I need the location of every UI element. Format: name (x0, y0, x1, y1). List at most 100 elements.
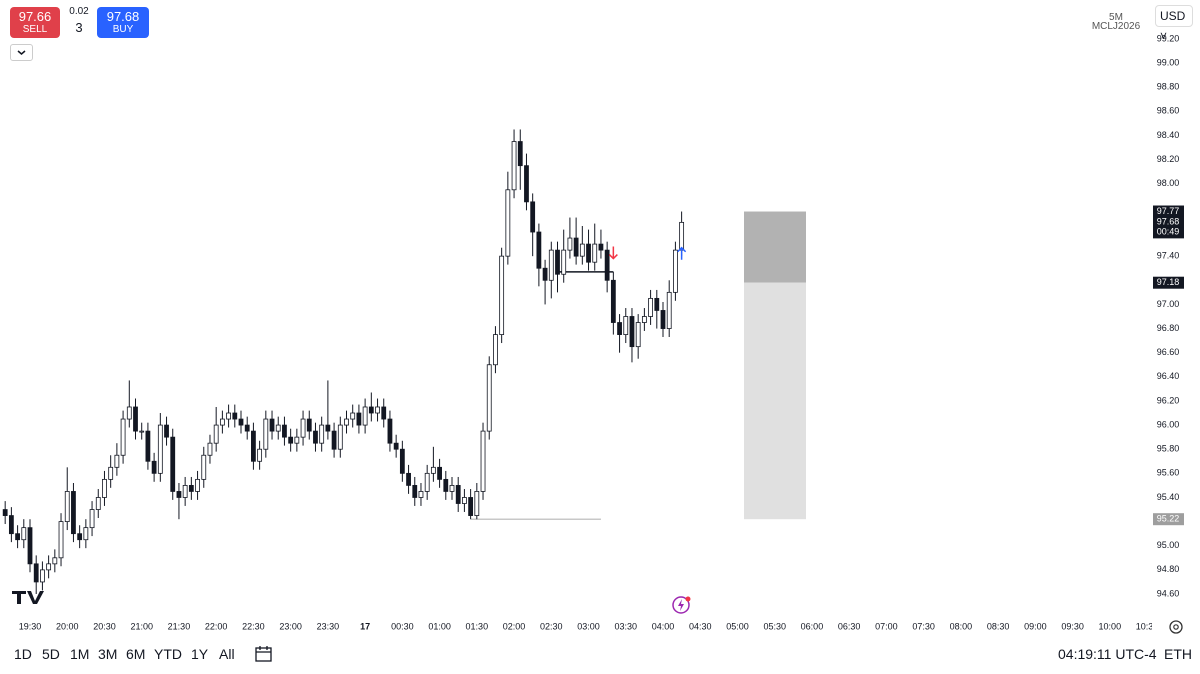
candle-body (567, 237, 573, 251)
currency-button[interactable]: USD ˅ (1155, 5, 1193, 43)
y-tick-label: 95.00 (1157, 540, 1180, 550)
candle-body (207, 442, 213, 456)
range-button[interactable]: 5D (42, 646, 60, 662)
candle-body (648, 297, 653, 317)
candle-body (157, 424, 163, 474)
sell-price: 97.66 (18, 9, 52, 24)
x-tick-label: 20:30 (93, 621, 116, 631)
x-tick-label: 04:30 (689, 621, 712, 631)
candle-body (102, 478, 107, 498)
x-axis: 19:30 20:00 20:30 21:00 21:30 22:00 22:30 23:00… (19, 615, 1159, 631)
x-tick-label: 23:00 (279, 621, 302, 631)
candle-body (524, 165, 529, 203)
range-button[interactable]: 1Y (191, 646, 209, 662)
sell-label: SELL (22, 24, 48, 35)
x-tick-label: 21:00 (130, 621, 153, 631)
candle-body (257, 448, 263, 462)
range-button[interactable]: 6M (126, 646, 146, 662)
session[interactable]: ETH (1164, 646, 1192, 662)
candle-body (164, 424, 169, 438)
y-tick-label: 96.80 (1157, 323, 1180, 333)
candle-body (393, 442, 399, 450)
candle-body (15, 533, 20, 541)
x-tick-label: 22:30 (242, 621, 265, 631)
range-button[interactable]: 3M (98, 646, 118, 662)
x-tick-label: 08:30 (987, 621, 1010, 631)
candle-body (114, 454, 120, 468)
candle-body (412, 485, 418, 498)
x-tick-label: 01:00 (428, 621, 451, 631)
candle-body (344, 418, 349, 426)
chart: 19:30 20:00 20:30 21:00 21:30 22:00 22:30 23:00… (2, 33, 1184, 634)
buy-price: 97.68 (106, 9, 140, 24)
candle-body (548, 249, 554, 281)
range-button[interactable]: All (219, 646, 235, 662)
price-label-box (1153, 205, 1184, 218)
candle-body (27, 527, 33, 565)
alert-icon[interactable] (672, 596, 691, 614)
x-tick-label: 05:30 (763, 621, 786, 631)
candle-body (300, 418, 306, 438)
date-range-icon[interactable] (254, 644, 274, 664)
candle-body (226, 412, 231, 420)
candle-body (133, 406, 138, 432)
candle-body (77, 533, 83, 541)
candle-body (375, 406, 380, 414)
candle-body (635, 322, 641, 348)
range-button[interactable]: 1D (14, 646, 32, 662)
buy-button[interactable]: 97.68 BUY (97, 7, 149, 38)
candle-body (219, 418, 225, 426)
candle-body (269, 418, 275, 432)
candle-body (325, 424, 331, 432)
candle-body (617, 322, 622, 335)
x-tick-label: 09:30 (1061, 621, 1084, 631)
price-label: 97.77 (1157, 206, 1180, 216)
candle-body (188, 485, 194, 492)
y-tick-label: 96.20 (1157, 395, 1180, 405)
candle-body (108, 466, 114, 480)
y-tick-label: 95.40 (1157, 492, 1180, 502)
x-tick-label: 07:00 (875, 621, 898, 631)
x-tick-label: 05:00 (726, 621, 749, 631)
sell-button[interactable]: 97.66 SELL (10, 7, 60, 38)
candle-body (511, 141, 517, 191)
candle-body (238, 418, 244, 426)
candle-body (71, 491, 76, 535)
candle-body (579, 243, 585, 257)
x-tick-label: 06:30 (838, 621, 861, 631)
candle-body (623, 316, 629, 335)
x-tick-label: 01:30 (466, 621, 489, 631)
candle-body (126, 406, 132, 420)
candle-body (350, 412, 356, 420)
stop-zone (744, 282, 806, 520)
quantity[interactable]: 3 (75, 20, 83, 35)
candle-body (654, 297, 660, 311)
x-tick-label: 09:00 (1024, 621, 1047, 631)
candle-body (666, 291, 672, 329)
candle-body (331, 430, 337, 450)
candle-body (40, 569, 45, 583)
expand-button[interactable] (10, 44, 33, 61)
candle-body (517, 141, 523, 167)
currency: USD (1160, 9, 1186, 23)
range-button[interactable]: YTD (154, 646, 182, 662)
candle-body (182, 485, 188, 498)
y-tick-label: 98.20 (1157, 154, 1180, 164)
candle-body (244, 424, 250, 432)
candle-body (418, 491, 424, 498)
candle-body (232, 412, 238, 420)
candle-body (213, 424, 219, 444)
range-button[interactable]: 1M (70, 646, 90, 662)
price-label-box (1153, 276, 1184, 289)
y-tick-label: 98.80 (1157, 82, 1180, 92)
candle-body (610, 279, 616, 323)
x-tick-label: 10:30 (1136, 621, 1159, 631)
y-tick-label: 98.00 (1157, 178, 1180, 188)
candle-body (282, 424, 287, 438)
interval: 5M (1109, 12, 1123, 23)
candle-body (52, 557, 58, 565)
settings-icon[interactable] (1169, 620, 1183, 634)
candle-body (679, 221, 685, 251)
candle-body (362, 406, 368, 426)
